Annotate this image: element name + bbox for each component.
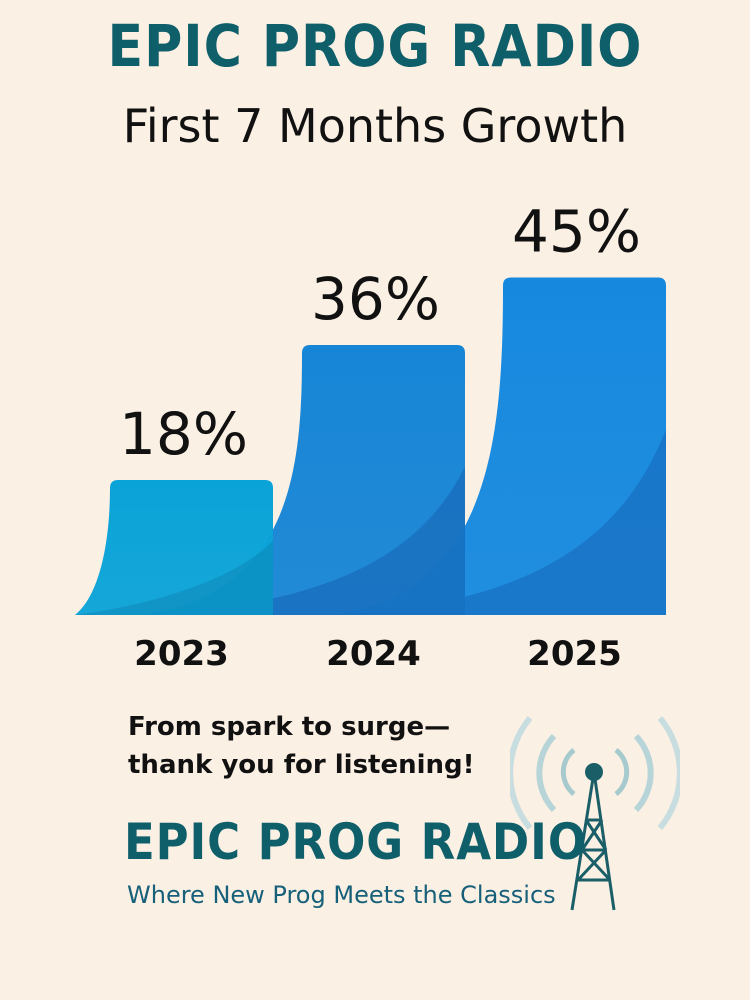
bar-shade-2025 — [332, 429, 666, 615]
chart-title: First 7 Months Growth — [122, 99, 628, 153]
bar-2025 — [332, 277, 666, 615]
tagline-line-1: From spark to surge— — [128, 712, 451, 742]
value-label-2025: 45% — [512, 198, 641, 266]
brand-title: EPIC PROG RADIO — [107, 12, 643, 80]
footer-brand-name: EPIC PROG RADIO — [124, 813, 587, 871]
growth-bar-chart: 18% 2023 36% 2024 45% 2025 — [75, 198, 666, 674]
year-label-2023: 2023 — [134, 634, 229, 674]
value-label-2023: 18% — [119, 400, 248, 468]
footer-slogan: Where New Prog Meets the Classics — [127, 881, 556, 909]
year-label-2024: 2024 — [326, 634, 421, 674]
tagline-line-2: thank you for listening! — [128, 750, 475, 780]
bar-shade-2024 — [140, 466, 465, 615]
bar-shade-2023 — [75, 540, 273, 615]
year-label-2025: 2025 — [527, 634, 622, 674]
bar-2024 — [140, 345, 465, 615]
radio-antenna-icon — [510, 716, 680, 911]
value-label-2024: 36% — [311, 265, 440, 333]
thank-you-message: From spark to surge— thank you for liste… — [128, 708, 475, 784]
